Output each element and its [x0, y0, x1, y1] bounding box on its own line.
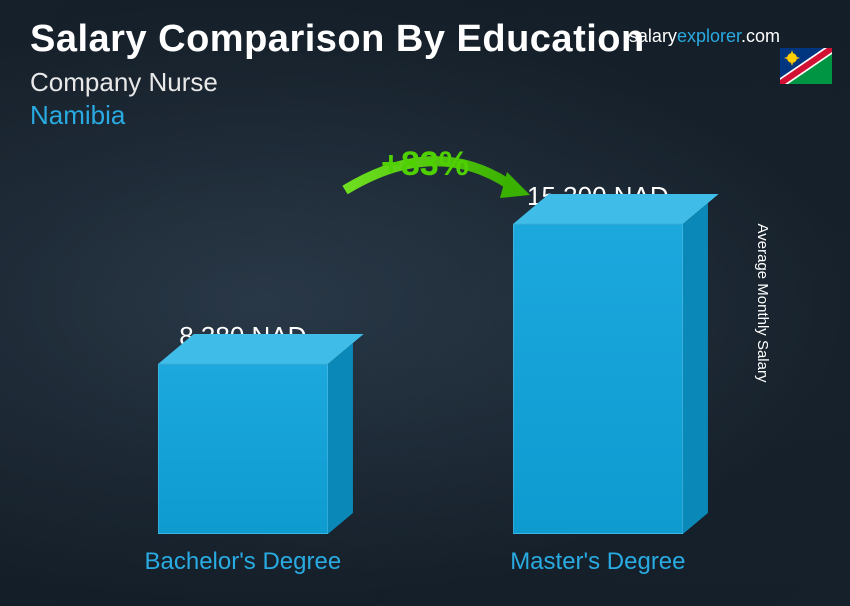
bar-side-face — [683, 203, 708, 534]
bar-category-label: Master's Degree — [510, 548, 685, 576]
bar-side-face — [328, 343, 353, 534]
brand-logo: salaryexplorer.com — [629, 26, 780, 47]
bar-3d — [158, 364, 328, 534]
namibia-flag-icon — [780, 48, 832, 84]
bar-group: 15,300 NADMaster's Degree — [510, 181, 685, 576]
brand-suffix: .com — [741, 26, 780, 46]
bar-category-label: Bachelor's Degree — [145, 548, 342, 576]
brand-prefix: salary — [629, 26, 677, 46]
bar-front-face — [158, 364, 328, 534]
bar-front-face — [513, 224, 683, 534]
bar-3d — [513, 224, 683, 534]
brand-accent: explorer — [677, 26, 741, 46]
country-label: Namibia — [30, 100, 820, 131]
bar-group: 8,380 NADBachelor's Degree — [145, 321, 342, 576]
job-subtitle: Company Nurse — [30, 67, 820, 98]
bar-chart: 8,380 NADBachelor's Degree 15,300 NADMast… — [60, 156, 770, 576]
